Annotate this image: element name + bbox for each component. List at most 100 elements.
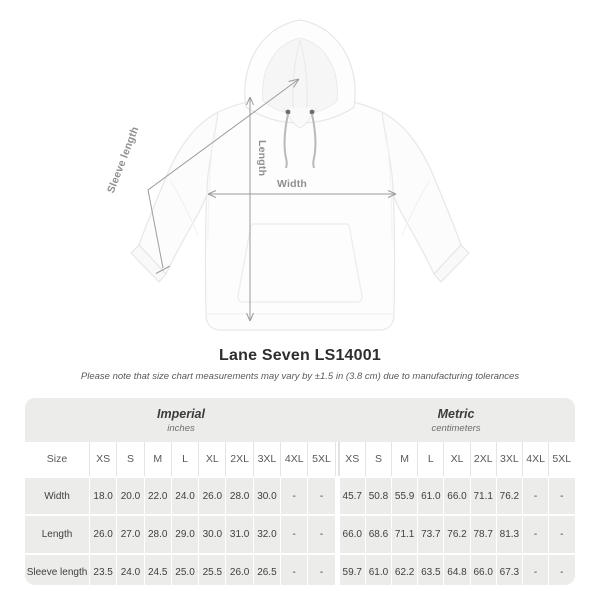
size-column-header: S bbox=[364, 442, 391, 476]
metric-sublabel: centimeters bbox=[431, 422, 481, 434]
imperial-value-cell: - bbox=[307, 516, 334, 553]
imperial-value-cell: 24.5 bbox=[143, 554, 171, 585]
metric-value-cell: - bbox=[521, 478, 548, 515]
size-column-header: L bbox=[417, 442, 443, 476]
size-column-header: 2XL bbox=[469, 442, 496, 476]
metric-value-cell: 59.7 bbox=[338, 554, 365, 585]
width-annotation-label: Width bbox=[277, 178, 307, 190]
imperial-value-cell: 23.5 bbox=[89, 554, 116, 585]
size-column-header: 4XL bbox=[280, 442, 307, 476]
length-annotation-label: Length bbox=[256, 140, 268, 176]
imperial-sublabel: inches bbox=[167, 422, 195, 434]
metric-value-cell: 73.7 bbox=[417, 516, 443, 553]
metric-value-cell: - bbox=[521, 554, 548, 585]
imperial-unit-header: Imperial inches bbox=[25, 407, 337, 434]
unit-separator bbox=[334, 554, 339, 585]
metric-value-cell: 78.7 bbox=[469, 516, 496, 553]
size-column-header: 5XL bbox=[548, 442, 574, 476]
size-column-header: M bbox=[391, 442, 417, 476]
tolerance-note: Please note that size chart measurements… bbox=[80, 371, 520, 382]
imperial-value-cell: 18.0 bbox=[89, 478, 116, 515]
metric-value-cell: - bbox=[548, 516, 574, 553]
imperial-value-cell: - bbox=[307, 554, 334, 585]
metric-value-cell: - bbox=[548, 478, 574, 515]
metric-value-cell: 64.8 bbox=[443, 554, 469, 585]
hoodie-pocket bbox=[237, 223, 363, 303]
hoodie-illustration: Width Length Sleeve length bbox=[105, 19, 470, 331]
size-column-header: XS bbox=[89, 442, 116, 476]
metric-value-cell: 66.0 bbox=[338, 516, 365, 553]
sleeve-length-measure-line bbox=[147, 78, 300, 274]
imperial-value-cell: 25.0 bbox=[170, 554, 198, 585]
size-column-header: XL bbox=[198, 442, 225, 476]
size-column-header: S bbox=[116, 442, 143, 476]
size-column-header: 3XL bbox=[495, 442, 522, 476]
imperial-value-cell: 22.0 bbox=[143, 478, 171, 515]
metric-value-cell: - bbox=[548, 554, 574, 585]
metric-value-cell: 63.5 bbox=[417, 554, 443, 585]
size-column-header: 3XL bbox=[252, 442, 280, 476]
imperial-value-cell: - bbox=[280, 554, 307, 585]
metric-value-cell: 81.3 bbox=[495, 516, 522, 553]
metric-value-cell: - bbox=[521, 516, 548, 553]
size-column-header: XS bbox=[338, 442, 365, 476]
product-title: Lane Seven LS14001 bbox=[219, 347, 381, 364]
metric-unit-header: Metric centimeters bbox=[337, 407, 575, 434]
imperial-value-cell: 26.0 bbox=[198, 478, 225, 515]
hoodie-right-sleeve bbox=[381, 110, 470, 283]
metric-value-cell: 66.0 bbox=[469, 554, 496, 585]
size-header-row: Size XS S M L XL 2XL 3XL 4XL 5XL XS S M L XL 2XL 3XL 4XL 5… bbox=[25, 442, 575, 476]
imperial-value-cell: 26.0 bbox=[89, 516, 116, 553]
hoodie-hood bbox=[244, 19, 356, 129]
size-column-header: 5XL bbox=[307, 442, 334, 476]
measurement-row: Width 18.0 20.0 22.0 24.0 26.0 28.0 30.0- -45.7 5… bbox=[25, 476, 575, 515]
size-table-grid: Size XS S M L XL 2XL 3XL 4XL 5XL XS S M L XL 2XL 3XL 4XL 5… bbox=[25, 442, 575, 585]
metric-value-cell: 45.7 bbox=[338, 478, 365, 515]
length-measure-line bbox=[246, 96, 254, 322]
hoodie-drawstrings bbox=[283, 109, 317, 169]
metric-value-cell: 50.8 bbox=[364, 478, 391, 515]
imperial-value-cell: 25.5 bbox=[198, 554, 225, 585]
size-column-header: 4XL bbox=[521, 442, 548, 476]
imperial-value-cell: 28.0 bbox=[225, 478, 252, 515]
imperial-value-cell: 30.0 bbox=[198, 516, 225, 553]
size-column-header: 2XL bbox=[225, 442, 252, 476]
imperial-value-cell: 26.5 bbox=[252, 554, 280, 585]
imperial-value-cell: - bbox=[307, 478, 334, 515]
imperial-value-cell: 26.0 bbox=[225, 554, 252, 585]
sleeve-length-annotation-label: Sleeve length bbox=[105, 125, 141, 195]
unit-header-band: Imperial inches Metric centimeters bbox=[25, 398, 575, 442]
metric-value-cell: 61.0 bbox=[417, 478, 443, 515]
measurement-row-label: Length bbox=[41, 528, 73, 540]
metric-value-cell: 71.1 bbox=[469, 478, 496, 515]
imperial-value-cell: - bbox=[280, 516, 307, 553]
metric-label: Metric bbox=[437, 406, 475, 421]
measurement-row: Length 26.0 27.0 28.0 29.0 30.0 31.0 32.0- -66.0… bbox=[25, 514, 575, 553]
metric-value-cell: 66.0 bbox=[443, 478, 469, 515]
metric-value-cell: 55.9 bbox=[391, 478, 417, 515]
imperial-value-cell: 24.0 bbox=[116, 554, 143, 585]
unit-separator bbox=[334, 478, 339, 515]
imperial-value-cell: 31.0 bbox=[225, 516, 252, 553]
metric-value-cell: 76.2 bbox=[443, 516, 469, 553]
imperial-value-cell: 30.0 bbox=[252, 478, 280, 515]
size-column-header: L bbox=[170, 442, 198, 476]
size-column-header: M bbox=[143, 442, 171, 476]
imperial-value-cell: 32.0 bbox=[252, 516, 280, 553]
imperial-value-cell: 27.0 bbox=[116, 516, 143, 553]
imperial-value-cell: 20.0 bbox=[116, 478, 143, 515]
imperial-value-cell: 28.0 bbox=[143, 516, 171, 553]
imperial-value-cell: 29.0 bbox=[170, 516, 198, 553]
width-measure-line bbox=[207, 190, 397, 198]
measurement-row: Sleeve length 23.5 24.0 24.5 25.0 25.5 26.0 26.… bbox=[25, 552, 575, 585]
size-column-header: XL bbox=[443, 442, 469, 476]
size-header-cell: Size bbox=[46, 453, 68, 465]
metric-value-cell: 71.1 bbox=[391, 516, 417, 553]
metric-value-cell: 68.6 bbox=[364, 516, 391, 553]
unit-separator bbox=[334, 516, 339, 553]
metric-value-cell: 62.2 bbox=[391, 554, 417, 585]
metric-value-cell: 76.2 bbox=[495, 478, 522, 515]
imperial-label: Imperial bbox=[157, 406, 205, 421]
measurement-row-label: Width bbox=[44, 490, 70, 502]
